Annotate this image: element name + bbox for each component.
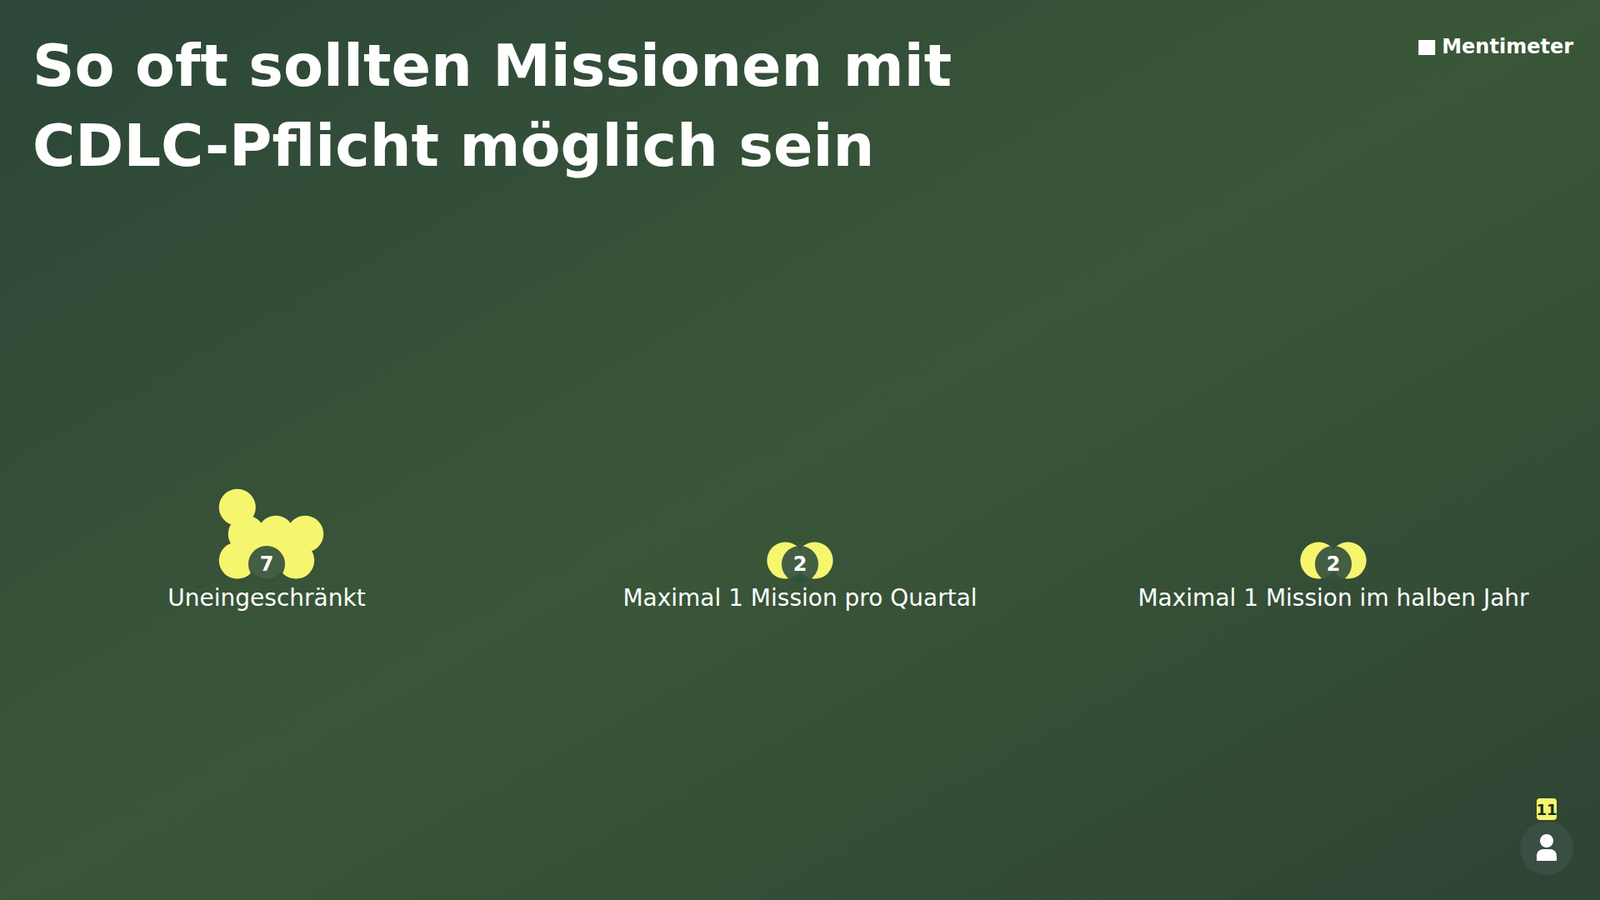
svg-text:So oft sollten Missionen mit: So oft sollten Missionen mit — [32, 31, 973, 100]
svg-text:2: 2 — [793, 552, 808, 576]
svg-text:Maximal 1 Mission im halben Ja: Maximal 1 Mission im halben Jahr — [1137, 584, 1530, 612]
svg-text:Mentimeter: Mentimeter — [1441, 35, 1574, 59]
svg-text:7: 7 — [260, 552, 275, 576]
svg-text:Maximal 1 Mission pro Quartal: Maximal 1 Mission pro Quartal — [622, 584, 977, 612]
svg-text:Uneingeschränkt: Uneingeschränkt — [167, 584, 365, 612]
svg-text:11: 11 — [1535, 800, 1557, 819]
svg-text:CDLC-Pflicht möglich sein: CDLC-Pflicht möglich sein — [32, 111, 875, 180]
svg-text:2: 2 — [1326, 552, 1341, 576]
